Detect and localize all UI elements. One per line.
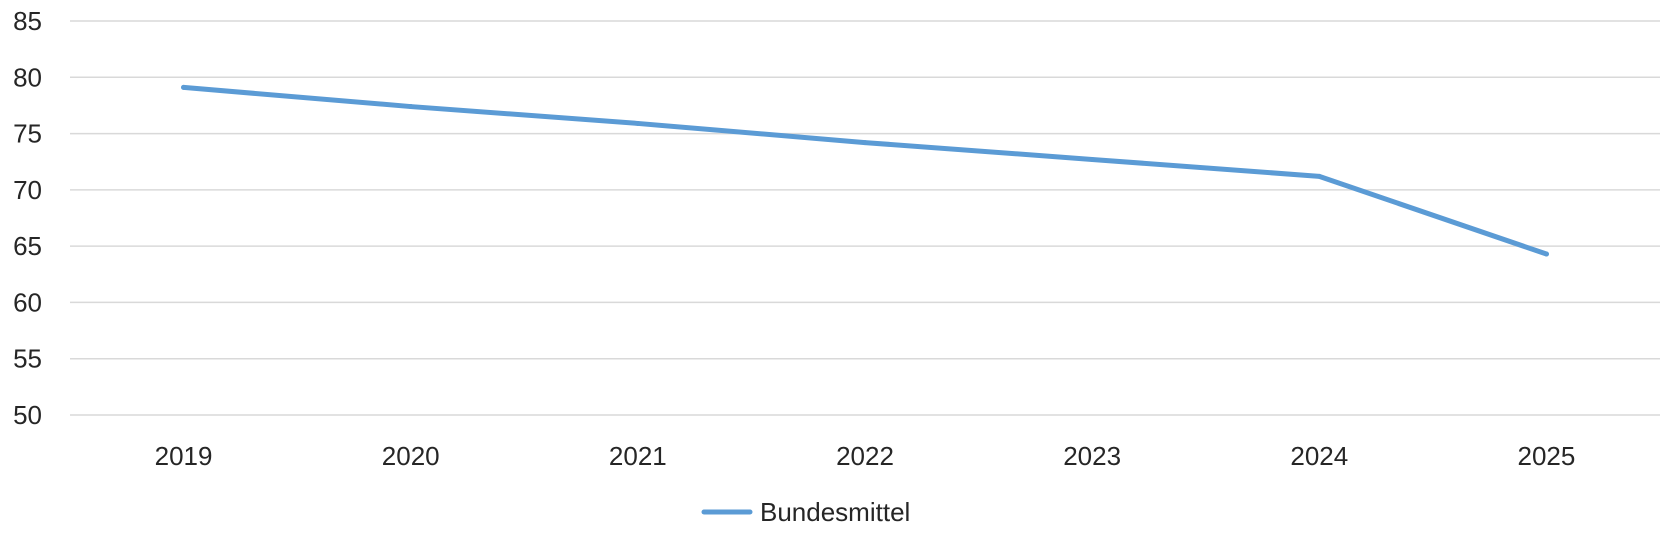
data-point: [181, 84, 187, 90]
x-tick-label: 2025: [1518, 441, 1576, 471]
legend-label-bundesmittel: Bundesmittel: [760, 497, 910, 527]
data-point: [862, 140, 868, 146]
data-point: [1543, 251, 1549, 257]
x-tick-label: 2023: [1063, 441, 1121, 471]
x-tick-label: 2020: [382, 441, 440, 471]
data-point: [635, 120, 641, 126]
gridlines: [70, 20, 1660, 416]
x-tick-label: 2021: [609, 441, 667, 471]
y-tick-label: 75: [13, 119, 42, 149]
data-point: [1316, 173, 1322, 179]
x-tick-label: 2022: [836, 441, 894, 471]
y-tick-label: 80: [13, 62, 42, 92]
x-axis-tick-labels: 2019 2020 2021 2022 2023 2024 2025: [155, 441, 1576, 471]
data-point: [1089, 156, 1095, 162]
y-tick-label: 60: [13, 287, 42, 317]
series-line-bundesmittel: [181, 84, 1549, 257]
legend: Bundesmittel: [701, 497, 910, 527]
x-tick-label: 2019: [155, 441, 213, 471]
y-axis-tick-labels: 50 55 60 65 70 75 80 85: [13, 6, 42, 430]
y-tick-label: 65: [13, 231, 42, 261]
y-tick-label: 70: [13, 175, 42, 205]
y-tick-label: 55: [13, 344, 42, 374]
x-tick-label: 2024: [1290, 441, 1348, 471]
y-tick-label: 50: [13, 400, 42, 430]
data-point: [408, 104, 414, 110]
series-group: [181, 84, 1549, 257]
y-tick-label: 85: [13, 6, 42, 36]
